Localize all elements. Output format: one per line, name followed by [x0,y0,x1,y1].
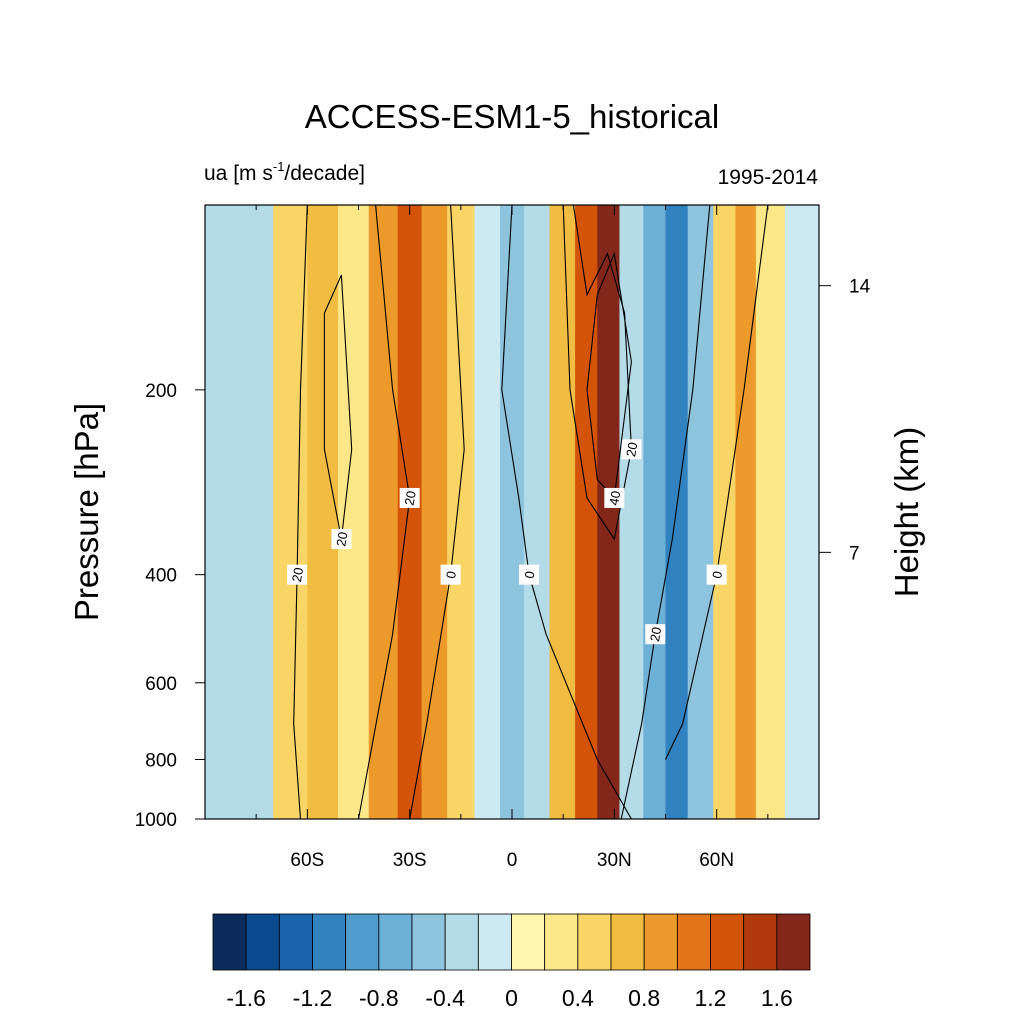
colorbar-swatch [776,913,811,971]
contour-label: 20 [333,531,350,548]
colorbar: -1.6 -1.2 -0.8 -0.4 0 0.4 0.8 1.2 1.6 [212,913,811,1011]
colorbar-swatch [312,913,347,971]
variable-label-sup: -1 [273,159,285,174]
contour-label: 0 [709,570,725,580]
y-axis-label: Pressure [hPa] [68,403,105,621]
contour-line [323,274,353,540]
contour-line [620,205,711,819]
colorbar-swatch [511,913,546,971]
colorbar-tick-label: -0.8 [359,985,399,1011]
trend-band [474,205,501,819]
colorbar-swatch [345,913,380,971]
contour-label: 20 [402,490,419,507]
x-tick-label: 60N [699,850,734,871]
colorbar-swatch [676,913,711,971]
y2-axis: 14 7 [819,277,871,564]
y2-axis-label: Height (km) [888,427,925,598]
variable-label-main: ua [m s [204,162,273,185]
y2-tick-label: 14 [849,277,871,298]
trend-band [273,205,308,819]
contour-label: 20 [647,626,664,643]
colorbar-swatch [278,913,313,971]
colorbar-tick-label: 1.6 [761,985,793,1011]
contour-label-bg [399,487,420,508]
trend-band [233,205,274,819]
colorbar-swatch [444,913,479,971]
trend-band [307,205,339,819]
contour-label: 0 [522,570,538,580]
trend-band [421,205,448,819]
trend-band [713,205,737,819]
trend-band [619,205,644,819]
trend-band [397,205,423,819]
climatology-contours: 20 20 20 0 0 20 40 20 0 [287,205,769,819]
trend-field [205,205,819,819]
x-tick-label: 30S [393,850,427,871]
contour-label-bg [287,564,308,585]
y-tick-label: 800 [145,750,177,771]
contour-label: 20 [289,566,306,583]
colorbar-tick-label: -1.6 [226,985,266,1011]
x-tick-label: 0 [507,850,518,871]
x-tick-label: 60S [290,850,324,871]
trend-band [735,205,757,819]
contour-label-bg [604,487,625,508]
trend-band [784,205,819,819]
trend-band [575,205,598,819]
contour-label-bg [645,624,666,645]
colorbar-swatch [378,913,413,971]
chart-title: ACCESS-ESM1-5_historical [305,98,719,135]
period-label: 1995-2014 [718,166,819,189]
colorbar-swatch [743,913,778,971]
y-tick-label: 600 [145,674,177,695]
y-tick-label: 200 [145,381,177,402]
colorbar-swatch [643,913,678,971]
trend-band [549,205,576,819]
trend-band [368,205,399,819]
colorbar-tick-label: 0.8 [628,985,660,1011]
trend-band [447,205,476,819]
y-axis: 200 400 600 800 1000 [135,381,205,831]
contour-label-bg [331,529,352,550]
trend-band [597,205,621,819]
contour-label: 40 [606,490,623,507]
trend-band [755,205,786,819]
colorbar-swatch [544,913,579,971]
y2-tick-label: 7 [849,543,860,564]
colorbar-tick-label: 0.4 [562,985,594,1011]
colorbar-swatch [477,913,512,971]
colorbar-swatch [411,913,446,971]
colorbar-swatch [212,913,247,971]
trend-band [205,205,235,819]
colorbar-swatch [577,913,612,971]
variable-label: ua [m s-1/decade] [204,159,365,185]
y-tick-label: 400 [145,566,177,587]
contour-label: 0 [443,570,459,580]
colorbar-swatch [245,913,280,971]
variable-label-tail: /decade] [284,162,365,185]
contour-label: 20 [623,441,640,458]
contour-label-bg [621,439,642,460]
colorbar-tick-label: 1.2 [695,985,727,1011]
colorbar-swatch [710,913,745,971]
contour-label-bg [440,564,461,585]
contour-label-bg [519,564,540,585]
contour-label-bg [706,564,727,585]
plot-area: 20 20 20 0 0 20 40 20 0 [204,204,820,820]
trend-band [523,205,551,819]
colorbar-tick-label: 0 [505,985,518,1011]
x-axis: 60S 30S 0 30N 60N [255,205,769,871]
y-tick-label: 1000 [135,810,177,831]
trend-band [687,205,714,819]
trend-band [665,205,689,819]
x-tick-label: 30N [597,850,632,871]
colorbar-tick-label: -0.4 [425,985,465,1011]
trend-band [643,205,667,819]
colorbar-tick-label: -1.2 [293,985,333,1011]
colorbar-swatch [610,913,645,971]
